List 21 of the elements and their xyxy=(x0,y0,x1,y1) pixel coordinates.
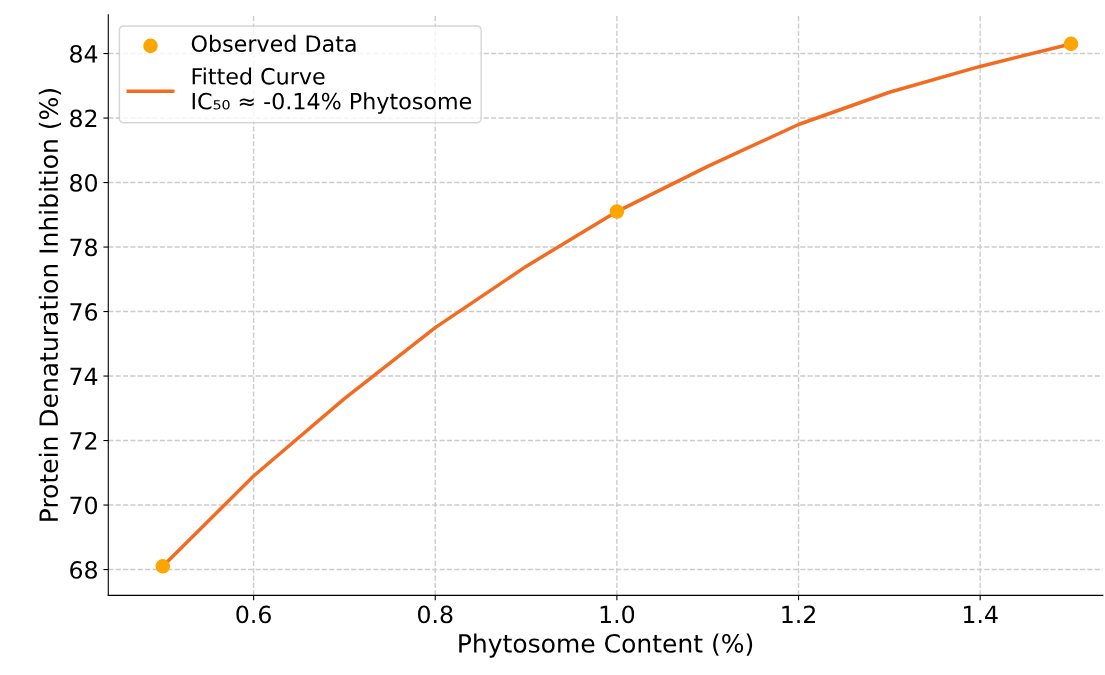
point xyxy=(1063,36,1079,52)
y-tick-label: 76 xyxy=(70,303,98,321)
x-axis-title: Phytosome Content (%) xyxy=(459,633,753,658)
x-tick-label: 1.2 xyxy=(782,605,815,624)
y-tick-label: 74 xyxy=(70,367,98,386)
y-tick-label: 72 xyxy=(70,432,97,450)
y-tick-label: 78 xyxy=(70,238,97,257)
y-tick-label: 70 xyxy=(70,496,97,515)
x-tick-label: 1.0 xyxy=(600,605,635,624)
x-tick-label: 1.4 xyxy=(964,605,998,624)
y-tick-label: 84 xyxy=(70,45,98,63)
y-tick-label: 80 xyxy=(70,174,97,192)
point xyxy=(609,204,625,219)
x-tick-label: 0.6 xyxy=(236,605,271,624)
legend-label: Observed Data xyxy=(191,34,356,53)
legend-label: Fitted Curve IC₅₀ ≈ -0.14% Phytosome xyxy=(192,67,472,114)
y-axis-title: Protein Denaturation Inhibition (%) xyxy=(38,89,62,521)
y-tick-label: 68 xyxy=(70,561,97,579)
y-tick-label: 82 xyxy=(70,109,97,128)
x-tick-label: 0.8 xyxy=(418,605,453,624)
point xyxy=(155,559,171,574)
